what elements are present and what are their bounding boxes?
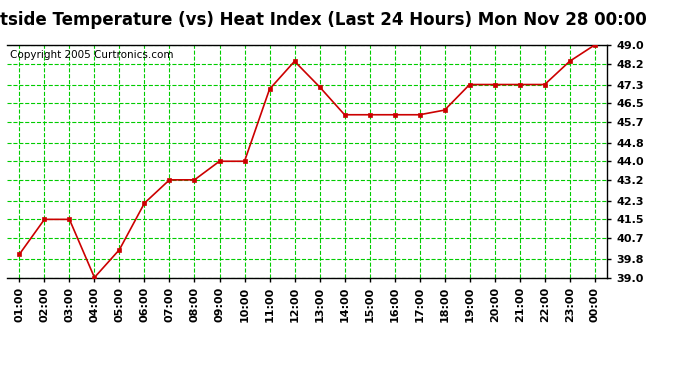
Text: Copyright 2005 Curtronics.com: Copyright 2005 Curtronics.com — [10, 50, 173, 60]
Text: Outside Temperature (vs) Heat Index (Last 24 Hours) Mon Nov 28 00:00: Outside Temperature (vs) Heat Index (Las… — [0, 11, 647, 29]
